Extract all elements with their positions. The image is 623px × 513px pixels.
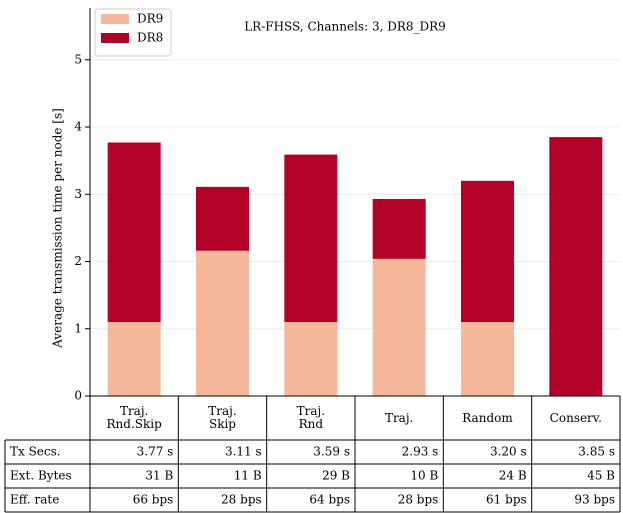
bar-segment	[107, 142, 161, 323]
table-cell: 11 B	[234, 469, 262, 483]
legend-label: DR9	[137, 12, 163, 26]
table-row-label: Tx Secs.	[10, 445, 61, 459]
table-cell: 28 bps	[221, 493, 262, 507]
table-cell: 24 B	[499, 469, 527, 483]
x-tick-label: Traj.	[384, 410, 414, 425]
x-tick-label: Traj. Skip	[208, 404, 237, 431]
table-cell: 64 bps	[309, 493, 350, 507]
table-cell: 28 bps	[398, 493, 439, 507]
y-tick-label: 0	[74, 389, 82, 403]
table-cell: 93 bps	[574, 493, 615, 507]
bar-segment	[284, 154, 338, 323]
table-row-label: Eff. rate	[10, 493, 59, 507]
bar-segment	[284, 322, 338, 396]
table-cell: 3.20 s	[490, 445, 527, 459]
table-cell: 66 bps	[133, 493, 174, 507]
table-cell: 3.77 s	[137, 445, 174, 459]
x-tick-label: Traj. Rnd.Skip	[106, 404, 162, 431]
y-tick-label: 4	[74, 120, 82, 134]
table-cell: 10 B	[410, 469, 438, 483]
y-axis-label: Average transmission time per node [s]	[51, 108, 65, 349]
bar-segment	[107, 322, 161, 396]
table-cell: 3.59 s	[313, 445, 350, 459]
x-tick-label: Traj. Rnd	[296, 404, 326, 431]
table-cell: 31 B	[145, 469, 173, 483]
table-cell: 61 bps	[486, 493, 527, 507]
bar-segment	[461, 322, 514, 396]
table-cell: 29 B	[322, 469, 350, 483]
bar-segment	[196, 250, 249, 396]
legend-swatch	[101, 14, 129, 24]
legend-swatch	[101, 33, 129, 43]
bar-segment	[372, 258, 426, 396]
x-tick-label: Random	[462, 410, 513, 425]
chart-title: LR-FHSS, Channels: 3, DR8_DR9	[244, 20, 446, 34]
y-tick-label: 5	[74, 52, 82, 66]
bar-segment	[196, 186, 249, 251]
bar-segment	[372, 198, 426, 259]
table-cell: 2.93 s	[402, 445, 439, 459]
table-cell: 45 B	[587, 469, 615, 483]
table-cell: 3.85 s	[578, 445, 615, 459]
y-tick-label: 3	[74, 187, 82, 201]
x-tick-label: Conserv.	[549, 410, 602, 425]
bar-segment	[461, 180, 514, 323]
table-row-label: Ext. Bytes	[10, 469, 72, 483]
legend-label: DR8	[137, 31, 163, 45]
bar-segment	[549, 137, 603, 396]
y-tick-label: 1	[74, 321, 82, 335]
y-tick-label: 2	[74, 254, 82, 268]
table-cell: 3.11 s	[225, 445, 262, 459]
